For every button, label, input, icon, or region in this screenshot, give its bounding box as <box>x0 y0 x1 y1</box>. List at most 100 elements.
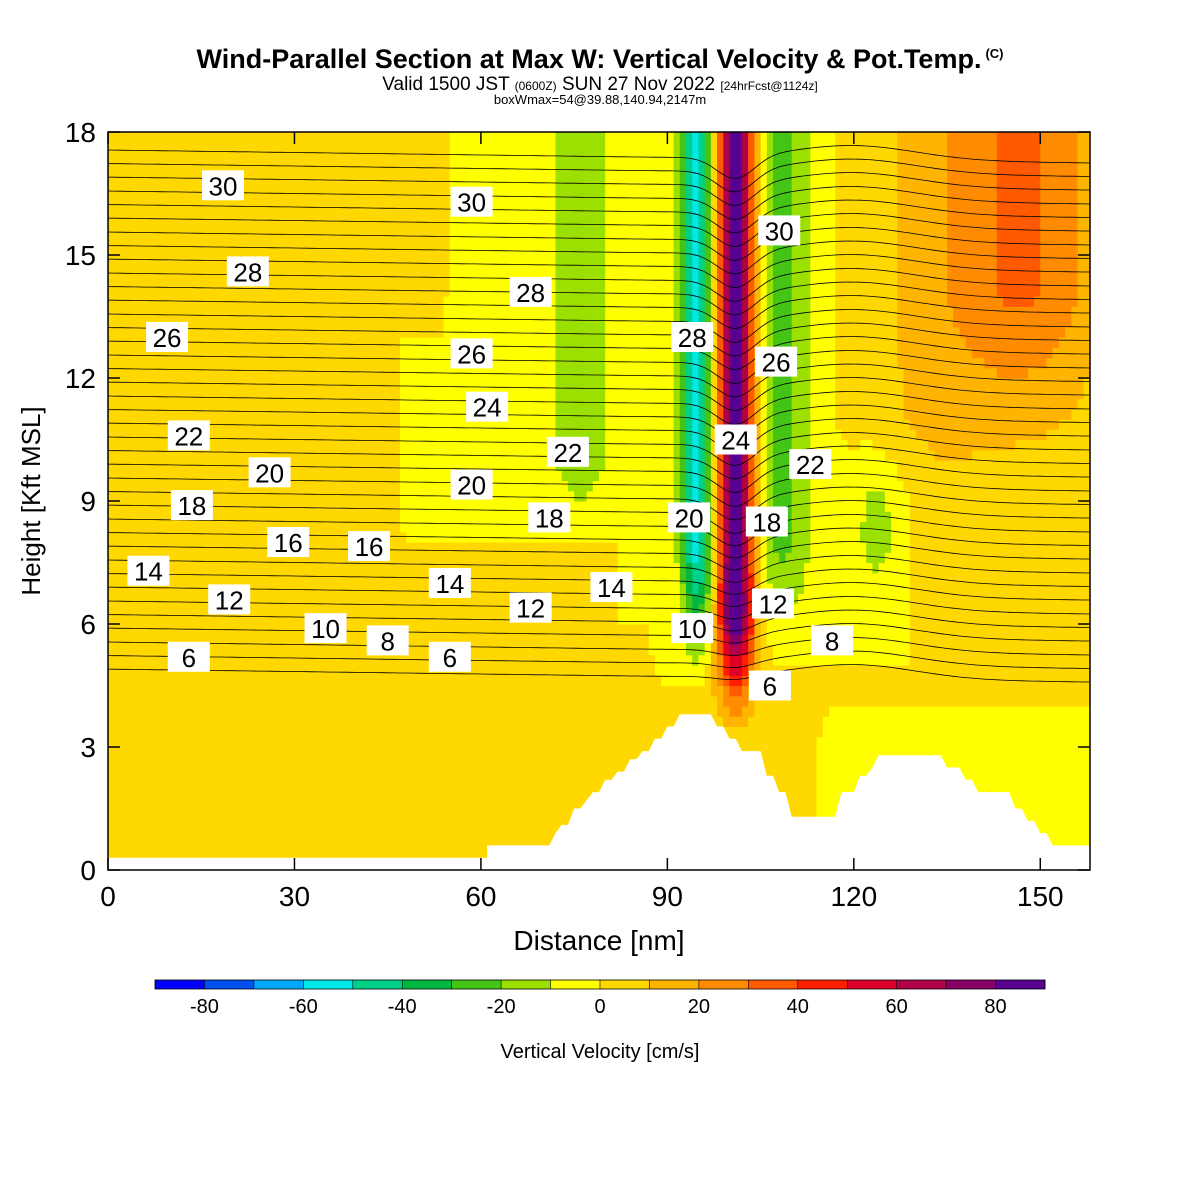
colorbar-label: Vertical Velocity [cm/s] <box>501 1041 700 1063</box>
theta-label: 14 <box>428 568 471 599</box>
theta-contour-line <box>108 650 1090 669</box>
theta-label: 8 <box>366 625 409 656</box>
theta-contour-line <box>108 623 1090 644</box>
theta-label-text: 12 <box>516 594 545 624</box>
colorbar-swatch <box>748 980 799 989</box>
theta-label: 8 <box>811 625 854 656</box>
theta-contour-line <box>108 350 1090 384</box>
x-tick-label: 60 <box>465 881 496 912</box>
theta-label-text: 8 <box>380 626 394 656</box>
colorbar-swatch <box>204 980 255 989</box>
theta-label-text: 24 <box>721 426 750 456</box>
theta-label: 26 <box>146 322 189 353</box>
theta-contour-line <box>108 500 1090 535</box>
colorbar-swatch <box>501 980 551 989</box>
theta-label: 10 <box>304 613 347 644</box>
theta-label-text: 20 <box>675 503 704 533</box>
theta-label: 24 <box>714 424 757 456</box>
theta-contour-line <box>108 281 1090 316</box>
terrain-fill <box>108 714 1090 870</box>
colorbar-swatch <box>550 980 601 989</box>
theta-label-text: 22 <box>174 421 203 451</box>
theta-label-text: 20 <box>255 458 284 488</box>
theta-contour-line <box>108 322 1090 357</box>
colorbar-swatch <box>698 980 749 989</box>
theta-label-text: 12 <box>759 590 788 620</box>
colorbar-tick-label: 20 <box>688 996 710 1018</box>
colorbar-swatch <box>303 980 354 989</box>
theta-contour-line <box>108 268 1090 302</box>
theta-label-text: 30 <box>209 171 238 201</box>
theta-label-text: 16 <box>274 528 303 558</box>
theta-label: 26 <box>755 346 798 378</box>
theta-contours <box>108 145 1090 683</box>
theta-label-text: 10 <box>678 614 707 644</box>
theta-label: 12 <box>509 592 552 624</box>
theta-label: 16 <box>348 531 391 562</box>
theta-label: 28 <box>509 276 552 308</box>
x-tick-label: 120 <box>830 881 877 912</box>
colorbar-swatch <box>847 980 898 989</box>
theta-label-text: 18 <box>535 503 564 533</box>
theta-label: 20 <box>450 469 493 501</box>
colorbar-swatch <box>402 980 453 989</box>
y-tick-label: 15 <box>65 240 96 271</box>
theta-contour-line <box>108 555 1090 583</box>
theta-label-text: 18 <box>177 491 206 521</box>
theta-label: 30 <box>758 215 801 246</box>
theta-label: 10 <box>671 613 714 644</box>
theta-contour-line <box>108 391 1090 425</box>
colorbar-tick-label: 80 <box>984 996 1006 1018</box>
theta-label: 6 <box>748 670 791 702</box>
axes: 0 30 60 90 120 150 0 3 6 9 12 15 18 <box>65 117 1090 912</box>
x-tick-label: 150 <box>1017 881 1064 912</box>
theta-label: 22 <box>789 449 832 480</box>
colorbar-swatch <box>797 980 848 989</box>
x-tick-label: 30 <box>279 881 310 912</box>
x-tick-label: 90 <box>652 881 683 912</box>
theta-label: 28 <box>671 322 714 353</box>
theta-label-text: 12 <box>215 585 244 615</box>
colorbar-tick-label: -60 <box>289 996 318 1018</box>
theta-contour-line <box>108 172 1090 207</box>
theta-contour-line <box>108 486 1090 521</box>
theta-contour-line <box>108 637 1090 656</box>
theta-label: 12 <box>208 584 251 615</box>
theta-contour-line <box>108 404 1090 439</box>
theta-contour-line <box>108 158 1090 193</box>
theta-label-text: 16 <box>355 532 384 562</box>
theta-label-text: 8 <box>825 626 839 656</box>
theta-label-text: 20 <box>457 471 486 501</box>
theta-label-text: 14 <box>435 569 464 599</box>
theta-contour-line <box>108 309 1090 343</box>
theta-label: 22 <box>167 420 210 451</box>
theta-contour-line <box>108 145 1090 179</box>
theta-label-text: 28 <box>678 323 707 353</box>
theta-label-text: 26 <box>457 339 486 369</box>
theta-contour-line <box>108 363 1090 398</box>
y-tick-label: 12 <box>65 363 96 394</box>
theta-label-text: 28 <box>233 257 262 287</box>
theta-label: 24 <box>466 391 509 423</box>
y-tick-label: 3 <box>80 732 96 763</box>
y-tick-label: 6 <box>80 609 96 640</box>
theta-label: 16 <box>267 527 310 558</box>
theta-label: 14 <box>590 572 633 603</box>
theta-label: 18 <box>745 506 788 538</box>
theta-label: 28 <box>226 256 269 287</box>
theta-contour-line <box>108 213 1090 248</box>
theta-contour-line <box>108 596 1090 620</box>
theta-label: 18 <box>528 502 571 533</box>
colorbar-tick-label: -20 <box>487 996 516 1018</box>
theta-label-text: 30 <box>457 188 486 218</box>
theta-contour-line <box>108 418 1090 453</box>
theta-contour-line <box>108 377 1090 412</box>
chart-subtitle: Valid 1500 JST (0600Z) SUN 27 Nov 2022 [… <box>382 74 818 95</box>
theta-contour-line <box>108 186 1090 220</box>
colorbar-swatch <box>253 980 304 989</box>
theta-label-text: 10 <box>311 614 340 644</box>
theta-label-text: 30 <box>765 216 794 246</box>
theta-label-text: 6 <box>443 643 457 673</box>
theta-contour-line <box>108 432 1090 466</box>
